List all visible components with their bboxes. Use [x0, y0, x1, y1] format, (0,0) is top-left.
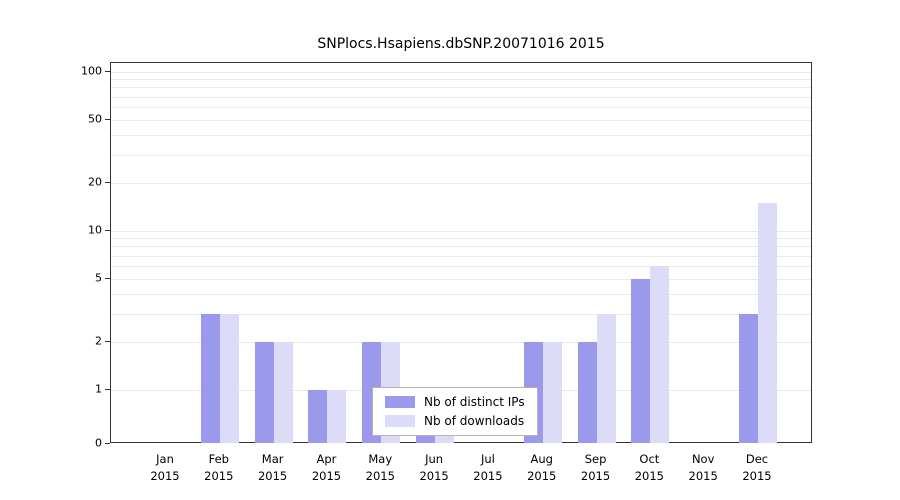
x-axis-label-month: Sep	[584, 452, 607, 466]
y-tick-label: 10	[88, 223, 102, 237]
y-tick-mark	[105, 341, 110, 343]
x-axis-label-year: 2015	[688, 468, 718, 483]
x-axis-label-month: Jan	[156, 452, 174, 466]
gridline	[111, 342, 811, 344]
x-axis-label: Aug 2015	[510, 451, 574, 484]
gridline	[111, 294, 811, 296]
y-tick-label: 50	[88, 112, 102, 126]
y-tick-mark	[105, 182, 110, 184]
bar-downloads	[542, 342, 562, 443]
bar-downloads	[758, 203, 777, 443]
x-axis-label-month: Jun	[425, 452, 444, 466]
x-axis-label-month: Jul	[480, 452, 495, 466]
legend-label: Nb of downloads	[424, 414, 525, 428]
bar-downloads	[327, 390, 347, 443]
y-tick-label: 100	[81, 64, 102, 78]
y-tick-label: 0	[95, 436, 102, 450]
x-axis-label: Mar 2015	[241, 451, 305, 484]
y-tick-label: 2	[95, 334, 102, 348]
y-tick-label: 20	[88, 175, 102, 189]
bar-distinct_ips	[200, 314, 220, 443]
x-axis-label-year: 2015	[150, 468, 180, 483]
bar-distinct_ips	[631, 278, 651, 443]
bar-distinct_ips	[308, 390, 328, 443]
x-axis-label: Dec 2015	[725, 451, 789, 484]
legend: Nb of distinct IPs Nb of downloads	[372, 387, 538, 436]
bar-downloads	[273, 342, 293, 443]
x-axis-label-year: 2015	[257, 468, 288, 483]
x-axis-label-year: 2015	[419, 468, 449, 483]
legend-item: Nb of downloads	[385, 414, 525, 428]
gridline	[111, 107, 811, 109]
gridline	[111, 135, 811, 137]
x-axis-label-month: Nov	[691, 452, 715, 466]
gridline	[111, 183, 811, 185]
x-axis-label-year: 2015	[634, 468, 664, 483]
x-axis-label: Sep 2015	[564, 451, 628, 484]
x-axis-label-month: Aug	[530, 452, 553, 466]
x-axis-label: May 2015	[348, 451, 412, 484]
x-axis-label-month: Feb	[208, 452, 229, 466]
plot-area	[110, 62, 812, 443]
bar-downloads	[596, 314, 616, 443]
y-tick-mark	[105, 71, 110, 72]
x-axis-label: Apr 2015	[294, 451, 358, 484]
x-axis-label-month: May	[368, 452, 393, 466]
legend-swatch-downloads	[385, 415, 415, 427]
x-axis-label: Nov 2015	[671, 451, 735, 484]
chart-title: SNPlocs.Hsapiens.dbSNP.20071016 2015	[317, 36, 605, 52]
gridline	[111, 79, 811, 81]
x-axis-label-year: 2015	[311, 468, 342, 483]
x-axis-label-year: 2015	[204, 468, 234, 483]
x-axis-label: Jan 2015	[133, 451, 197, 484]
bar-downloads	[219, 314, 239, 443]
bar-downloads	[650, 266, 670, 443]
x-axis-label-year: 2015	[742, 468, 772, 483]
x-axis-label-month: Dec	[745, 452, 769, 466]
bar-distinct_ips	[577, 342, 597, 443]
gridline	[111, 255, 811, 257]
x-axis-label-month: Mar	[261, 452, 284, 466]
gridline	[111, 155, 811, 157]
gridline	[111, 119, 811, 121]
legend-swatch-distinct_ips	[385, 396, 415, 408]
gridline	[111, 266, 811, 268]
gridline	[111, 72, 811, 73]
x-axis-label: Feb 2015	[187, 451, 251, 484]
x-axis-label-month: Apr	[316, 452, 337, 466]
y-tick-mark	[105, 443, 110, 444]
gridline	[111, 278, 811, 280]
legend-label: Nb of distinct IPs	[424, 395, 525, 409]
y-tick-mark	[105, 230, 110, 231]
x-axis-label: Oct 2015	[617, 451, 681, 484]
gridline	[111, 96, 811, 98]
x-axis-label: Jul 2015	[456, 451, 520, 484]
x-axis-label-year: 2015	[365, 468, 395, 483]
bar-distinct_ips	[739, 314, 758, 443]
gridline	[111, 238, 811, 240]
gridline	[111, 231, 811, 232]
y-tick-label: 5	[95, 271, 102, 285]
legend-item: Nb of distinct IPs	[385, 395, 525, 409]
y-tick-mark	[105, 277, 110, 279]
x-axis-label-year: 2015	[473, 468, 503, 483]
bar-distinct_ips	[254, 342, 274, 443]
gridline	[111, 246, 811, 248]
y-tick-mark	[105, 118, 110, 120]
x-axis-label-year: 2015	[527, 468, 557, 483]
y-tick-mark	[105, 389, 110, 390]
x-axis-label-year: 2015	[580, 468, 611, 483]
gridline	[111, 87, 811, 89]
x-axis-label: Jun 2015	[402, 451, 466, 484]
gridline	[111, 314, 811, 316]
y-tick-label: 1	[95, 382, 102, 396]
x-axis-label-month: Oct	[639, 452, 660, 466]
